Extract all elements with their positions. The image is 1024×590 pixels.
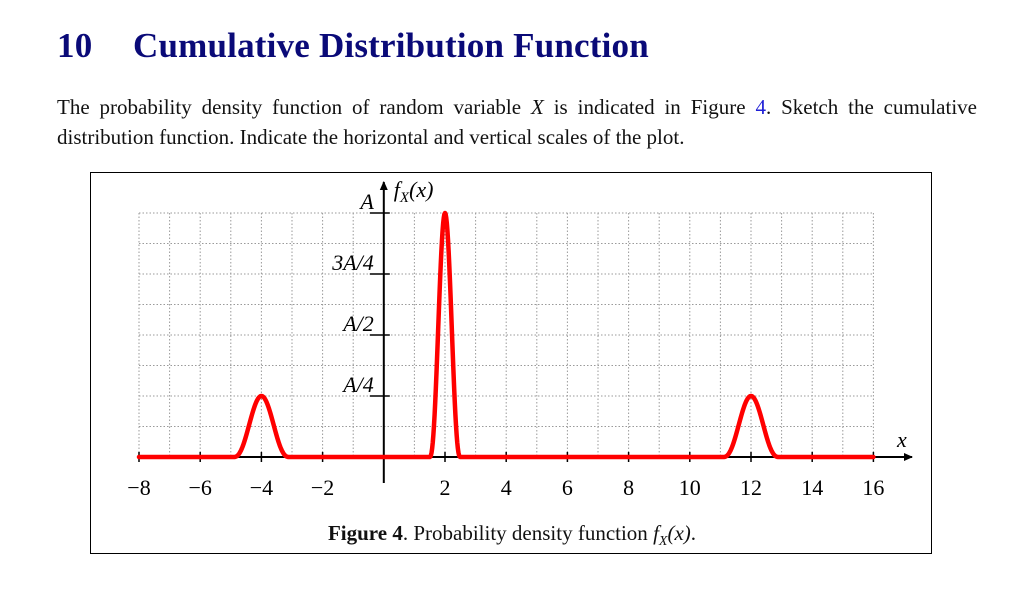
figure-frame bbox=[90, 172, 932, 554]
y-tick-label: A bbox=[358, 189, 374, 214]
axes bbox=[137, 181, 913, 483]
series bbox=[136, 210, 876, 460]
x-tick-label: 4 bbox=[501, 475, 512, 500]
caption-end: . bbox=[690, 521, 697, 545]
section-title-text: Cumulative Distribution Function bbox=[133, 26, 649, 65]
x-tick-label: 6 bbox=[562, 475, 573, 500]
x-tick-label: −6 bbox=[188, 475, 211, 500]
section-heading: 10 Cumulative Distribution Function bbox=[57, 26, 649, 66]
x-tick-label: 2 bbox=[440, 475, 451, 500]
paragraph-part3: . Sketch the cumulative distribution fun… bbox=[57, 95, 977, 149]
grid bbox=[138, 212, 874, 457]
problem-paragraph: The probability density function of rand… bbox=[57, 92, 977, 152]
y-tick-label: A/2 bbox=[341, 311, 374, 336]
x-axis-label: x bbox=[896, 427, 907, 452]
figure-caption: Figure 4. Probability density function f… bbox=[0, 521, 1024, 550]
paragraph-part2: is indicated in Figure bbox=[543, 95, 756, 119]
figure-reference-link[interactable]: 4 bbox=[755, 95, 766, 119]
x-tick-label: −4 bbox=[250, 475, 273, 500]
y-tick-label: A/4 bbox=[341, 372, 374, 397]
x-tick-label: −8 bbox=[127, 475, 150, 500]
random-variable: X bbox=[530, 95, 544, 119]
y-axis-label: fX(x) bbox=[394, 177, 434, 206]
figure-label: Figure 4 bbox=[327, 521, 403, 545]
x-tick-label: 8 bbox=[623, 475, 634, 500]
caption-math: fX(x) bbox=[653, 521, 691, 550]
paragraph-part1: The probability density function of rand… bbox=[57, 95, 531, 119]
x-tick-label: 10 bbox=[679, 475, 701, 500]
caption-text: . Probability density function bbox=[402, 521, 654, 545]
section-number: 10 bbox=[57, 26, 93, 65]
x-tick-label: 14 bbox=[801, 475, 823, 500]
y-tick-label: 3A/4 bbox=[331, 250, 374, 275]
tick-labels: −8 −6 −4 −2 2 4 6 8 10 12 14 16 A/4 A/2 3A/4 Ax fX(x) bbox=[127, 177, 907, 500]
x-tick-label: 16 bbox=[862, 475, 884, 500]
x-tick-label: −2 bbox=[311, 475, 334, 500]
x-tick-label: 12 bbox=[740, 475, 762, 500]
